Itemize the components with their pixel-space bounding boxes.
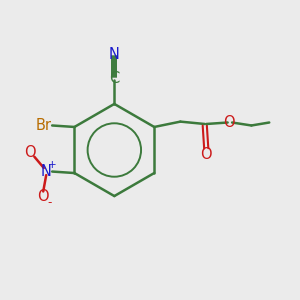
Text: N: N — [41, 164, 52, 179]
Text: C: C — [109, 71, 119, 86]
Text: O: O — [223, 115, 235, 130]
Text: Br: Br — [35, 118, 51, 133]
Text: +: + — [48, 160, 57, 170]
Text: -: - — [48, 196, 52, 209]
Text: O: O — [200, 147, 212, 162]
Text: O: O — [24, 145, 36, 160]
Text: O: O — [38, 189, 49, 204]
Text: N: N — [109, 47, 120, 62]
